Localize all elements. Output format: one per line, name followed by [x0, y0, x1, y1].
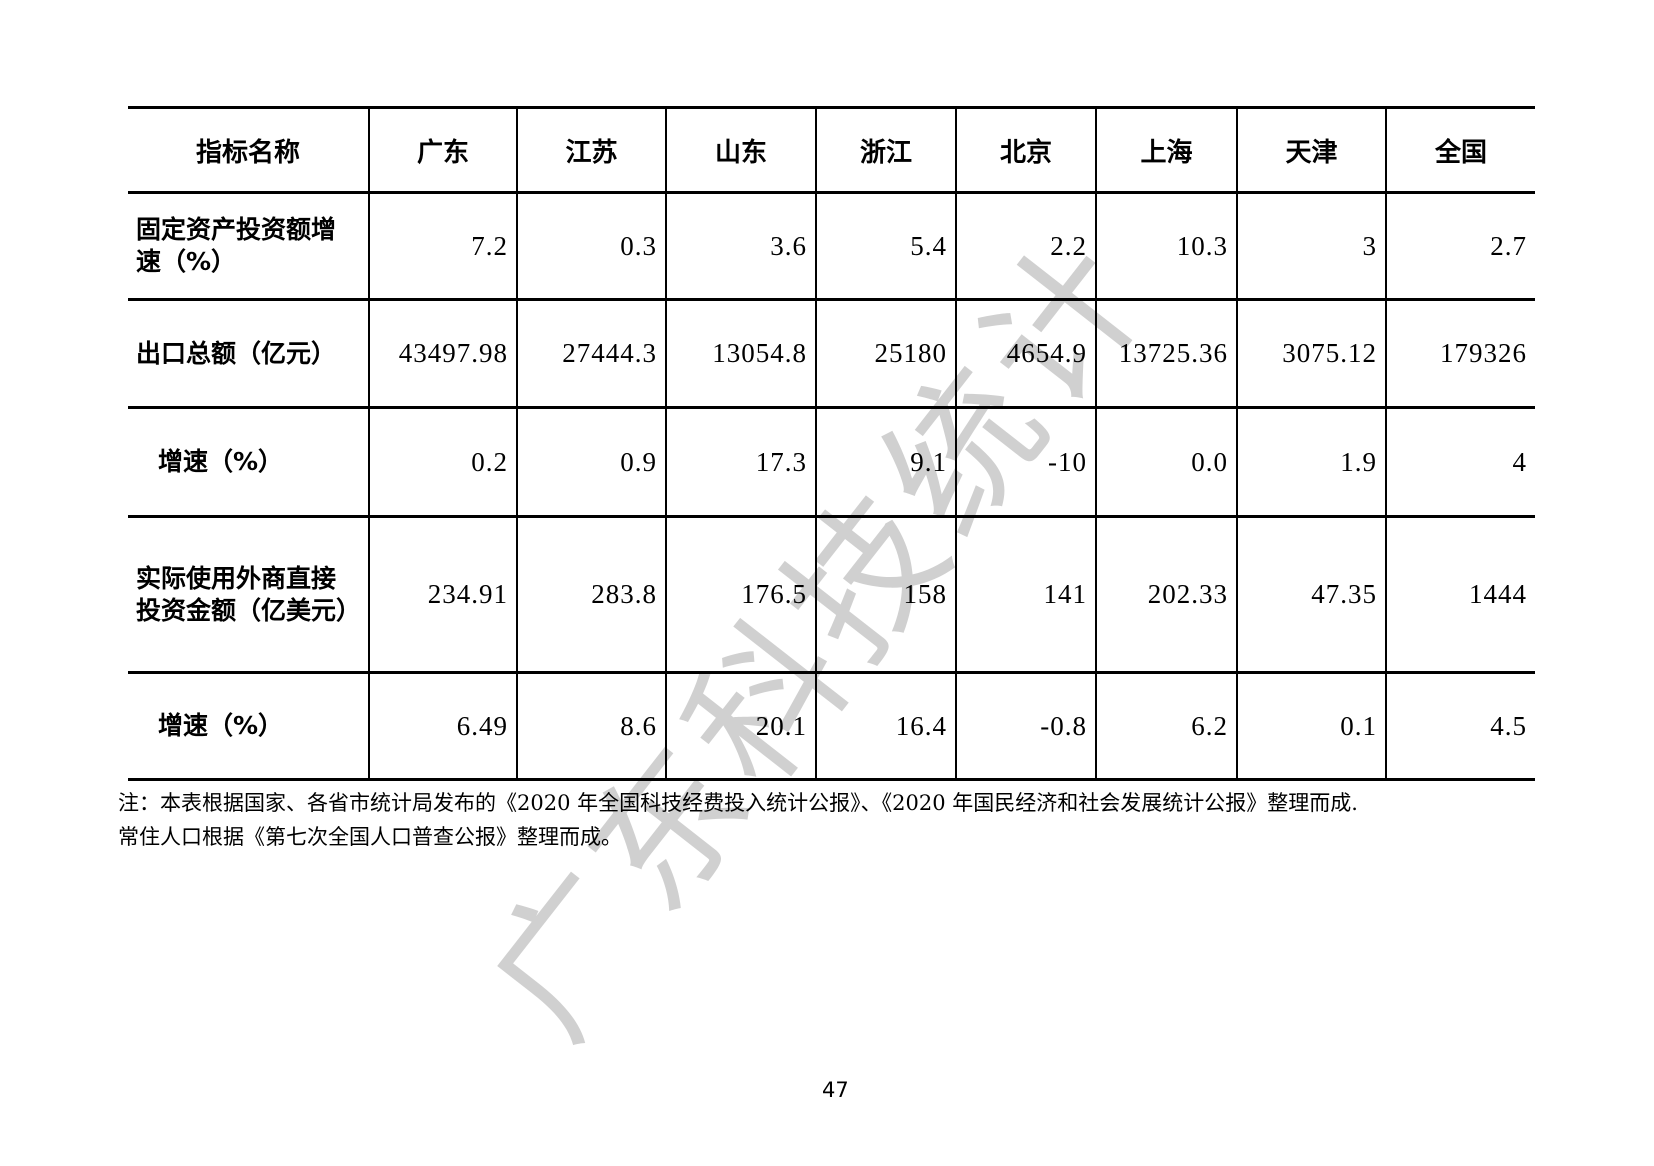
- table-row: 增速（%） 0.2 0.9 17.3 9.1 -10 0.0 1.9 4: [128, 406, 1535, 518]
- statistics-table: 指标名称 广东 江苏 山东 浙江 北京 上海 天津 全国 固定资产投资额增速（%） 7.2 0.3 3…: [128, 106, 1535, 781]
- table-cell: 0.1: [1236, 671, 1386, 781]
- table-cell: 27444.3: [516, 298, 666, 409]
- row-label: 实际使用外商直接投资金额（亿美元）: [128, 515, 369, 674]
- table-cell: 6.49: [368, 671, 517, 781]
- footnote-line-1: 注：本表根据国家、各省市统计局发布的《2020 年全国科技经费投入统计公报》、《…: [118, 791, 1358, 815]
- footnote: 注：本表根据国家、各省市统计局发布的《2020 年全国科技经费投入统计公报》、《…: [118, 786, 1358, 854]
- table-row: 增速（%） 6.49 8.6 20.1 16.4 -0.8 6.2 0.1 4.5: [128, 671, 1535, 781]
- table-cell: 141: [955, 515, 1096, 674]
- table-cell: 7.2: [368, 191, 517, 301]
- table-cell: 13054.8: [665, 298, 816, 409]
- table-row: 实际使用外商直接投资金额（亿美元） 234.91 283.8 176.5 158 141 2…: [128, 515, 1535, 674]
- table-cell: 158: [815, 515, 956, 674]
- table-cell: 16.4: [815, 671, 956, 781]
- row-label: 增速（%）: [128, 671, 369, 781]
- column-header-indicator: 指标名称: [128, 106, 369, 194]
- table-cell: 3075.12: [1236, 298, 1386, 409]
- table-cell: 8.6: [516, 671, 666, 781]
- table-cell: 5.4: [815, 191, 956, 301]
- table-cell: 2.2: [955, 191, 1096, 301]
- table-cell: 179326: [1385, 298, 1535, 409]
- row-label: 增速（%）: [128, 406, 369, 518]
- table-cell: 1.9: [1236, 406, 1386, 518]
- table-cell: 25180: [815, 298, 956, 409]
- row-label: 出口总额（亿元）: [128, 298, 369, 409]
- footnote-line-2: 常住人口根据《第七次全国人口普查公报》整理而成。: [118, 825, 622, 849]
- table-cell: 0.3: [516, 191, 666, 301]
- column-header-region: 天津: [1236, 106, 1386, 194]
- table-cell: 234.91: [368, 515, 517, 674]
- column-header-region: 全国: [1385, 106, 1535, 194]
- table-cell: 3: [1236, 191, 1386, 301]
- column-header-region: 上海: [1095, 106, 1237, 194]
- table-cell: 0.0: [1095, 406, 1237, 518]
- page-number: 47: [822, 1078, 849, 1102]
- table-cell: 4: [1385, 406, 1535, 518]
- column-header-region: 广东: [368, 106, 517, 194]
- column-header-region: 山东: [665, 106, 816, 194]
- table-cell: 202.33: [1095, 515, 1237, 674]
- table-cell: -0.8: [955, 671, 1096, 781]
- table-cell: 17.3: [665, 406, 816, 518]
- table-cell: 176.5: [665, 515, 816, 674]
- table-cell: 6.2: [1095, 671, 1237, 781]
- table-row: 固定资产投资额增速（%） 7.2 0.3 3.6 5.4 2.2 10.3 3 2.7: [128, 191, 1535, 301]
- table-cell: 13725.36: [1095, 298, 1237, 409]
- table-cell: 4654.9: [955, 298, 1096, 409]
- table-cell: 2.7: [1385, 191, 1535, 301]
- column-header-region: 浙江: [815, 106, 956, 194]
- table-cell: 9.1: [815, 406, 956, 518]
- table-cell: 4.5: [1385, 671, 1535, 781]
- table-row: 出口总额（亿元） 43497.98 27444.3 13054.8 25180 4654.…: [128, 298, 1535, 409]
- table-cell: 20.1: [665, 671, 816, 781]
- row-label: 固定资产投资额增速（%）: [128, 191, 369, 301]
- table-cell: 43497.98: [368, 298, 517, 409]
- table-cell: 0.2: [368, 406, 517, 518]
- table-cell: -10: [955, 406, 1096, 518]
- column-header-region: 北京: [955, 106, 1096, 194]
- table-cell: 0.9: [516, 406, 666, 518]
- column-header-region: 江苏: [516, 106, 666, 194]
- table-header-row: 指标名称 广东 江苏 山东 浙江 北京 上海 天津 全国: [128, 106, 1535, 194]
- table-cell: 47.35: [1236, 515, 1386, 674]
- table-cell: 3.6: [665, 191, 816, 301]
- table-cell: 1444: [1385, 515, 1535, 674]
- table-cell: 283.8: [516, 515, 666, 674]
- table-cell: 10.3: [1095, 191, 1237, 301]
